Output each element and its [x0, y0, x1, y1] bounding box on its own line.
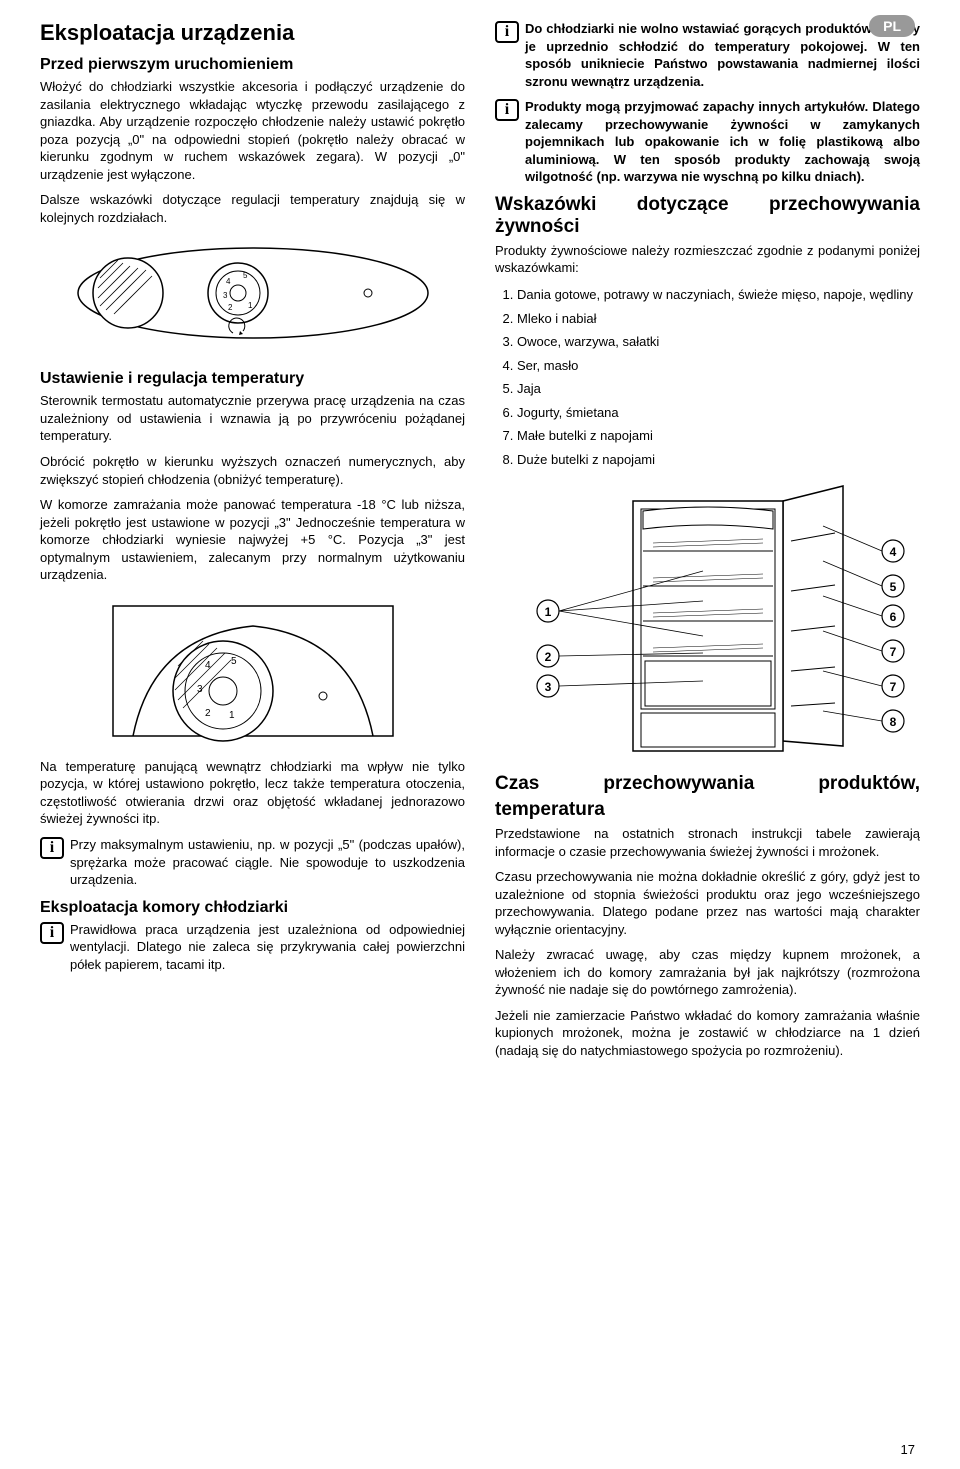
svg-text:4: 4 — [889, 545, 896, 559]
list-item: Owoce, warzywa, sałatki — [517, 332, 920, 352]
svg-text:6: 6 — [889, 610, 896, 624]
paragraph: Produkty żywnościowe należy rozmieszczać… — [495, 242, 920, 277]
svg-text:1: 1 — [248, 301, 253, 310]
list-item: Mleko i nabiał — [517, 309, 920, 329]
info-note: i Do chłodziarki nie wolno wstawiać gorą… — [495, 20, 920, 90]
page-number: 17 — [901, 1442, 915, 1457]
figure-dial-closeup: 5 4 3 2 1 — [40, 596, 465, 746]
figure-fridge-interior: 1 2 3 4 5 6 7 — [495, 481, 920, 761]
paragraph: Na temperaturę panującą wewnątrz chłodzi… — [40, 758, 465, 828]
svg-text:1: 1 — [229, 710, 235, 721]
subheading-temperature: Ustawienie i regulacja temperatury — [40, 370, 465, 388]
info-note: i Przy maksymalnym ustawieniu, np. w poz… — [40, 836, 465, 889]
svg-text:5: 5 — [231, 656, 237, 667]
info-icon: i — [40, 922, 64, 944]
heading-part: produktów, — [818, 773, 920, 795]
paragraph: Jeżeli nie zamierzacie Państwo wkładać d… — [495, 1007, 920, 1060]
list-item: Dania gotowe, potrawy w naczyniach, świe… — [517, 285, 920, 305]
svg-text:3: 3 — [223, 291, 228, 300]
svg-text:2: 2 — [228, 303, 233, 312]
svg-text:2: 2 — [205, 708, 211, 719]
subheading-before-first-use: Przed pierwszym uruchomieniem — [40, 56, 465, 74]
svg-text:7: 7 — [889, 680, 896, 694]
info-icon: i — [40, 837, 64, 859]
list-item: Jogurty, śmietana — [517, 403, 920, 423]
list-item: Małe butelki z napojami — [517, 426, 920, 446]
paragraph: Obrócić pokrętło w kierunku wyższych ozn… — [40, 453, 465, 488]
subheading-operation: Eksploatacja komory chłodziarki — [40, 899, 465, 917]
left-column: Eksploatacja urządzenia Przed pierwszym … — [40, 20, 465, 1068]
info-icon: i — [495, 99, 519, 121]
info-icon: i — [495, 21, 519, 43]
info-text: Przy maksymalnym ustawieniu, np. w pozyc… — [70, 836, 465, 889]
paragraph: Dalsze wskazówki dotyczące regulacji tem… — [40, 191, 465, 226]
svg-text:4: 4 — [226, 277, 231, 286]
info-text: Prawidłowa praca urządzenia jest uzależn… — [70, 921, 465, 974]
list-item: Ser, masło — [517, 356, 920, 376]
two-column-layout: Eksploatacja urządzenia Przed pierwszym … — [40, 20, 920, 1068]
info-text: Produkty mogą przyjmować zapachy innych … — [525, 98, 920, 186]
svg-text:7: 7 — [889, 645, 896, 659]
paragraph: Sterownik termostatu automatycznie przer… — [40, 392, 465, 445]
info-text: Do chłodziarki nie wolno wstawiać gorący… — [525, 20, 920, 90]
svg-text:5: 5 — [889, 580, 896, 594]
heading-part: temperatura — [495, 799, 920, 821]
list-item: Jaja — [517, 379, 920, 399]
svg-text:8: 8 — [889, 715, 896, 729]
info-note: i Prawidłowa praca urządzenia jest uzale… — [40, 921, 465, 974]
paragraph: W komorze zamrażania może panować temper… — [40, 496, 465, 584]
list-item: Duże butelki z napojami — [517, 450, 920, 470]
figure-thermostat-panel: 5 4 3 2 1 — [40, 238, 465, 358]
heading-storage-tips: Wskazówki dotyczące przechowywania żywno… — [495, 194, 920, 238]
svg-text:3: 3 — [544, 680, 551, 694]
svg-text:1: 1 — [544, 605, 551, 619]
info-note: i Produkty mogą przyjmować zapachy innyc… — [495, 98, 920, 186]
heading-part: przechowywania — [603, 773, 754, 795]
paragraph: Czasu przechowywania nie można dokładnie… — [495, 868, 920, 938]
paragraph: Należy zwracać uwagę, aby czas między ku… — [495, 946, 920, 999]
main-heading: Eksploatacja urządzenia — [40, 20, 465, 46]
storage-list: Dania gotowe, potrawy w naczyniach, świe… — [495, 285, 920, 469]
svg-text:5: 5 — [243, 271, 248, 280]
paragraph: Włożyć do chłodziarki wszystkie akcesori… — [40, 78, 465, 183]
svg-text:2: 2 — [544, 650, 551, 664]
right-column: i Do chłodziarki nie wolno wstawiać gorą… — [495, 20, 920, 1068]
paragraph: Przedstawione na ostatnich stronach inst… — [495, 825, 920, 860]
language-badge: PL — [869, 15, 915, 37]
svg-text:4: 4 — [205, 660, 211, 671]
heading-part: Czas — [495, 773, 539, 795]
heading-storage-time: Czas przechowywania produktów, — [495, 773, 920, 795]
